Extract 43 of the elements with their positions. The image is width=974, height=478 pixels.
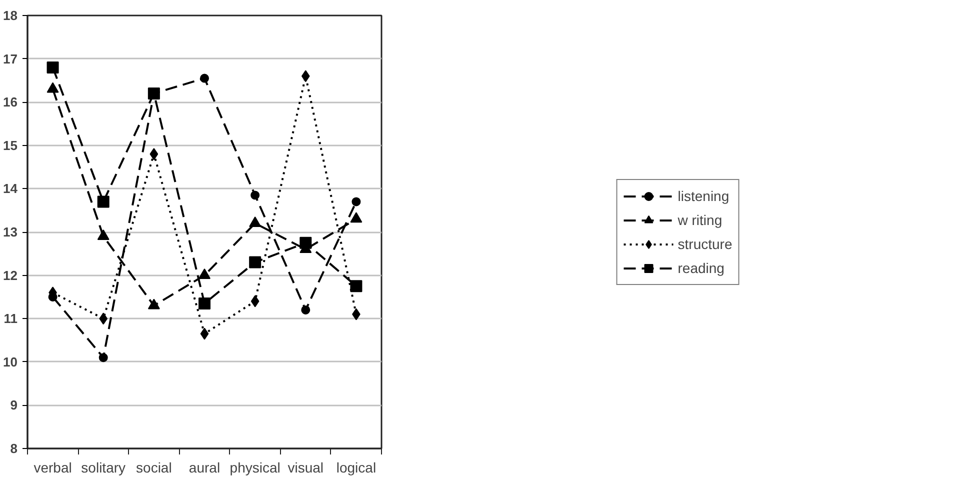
point	[352, 197, 361, 206]
point	[198, 297, 210, 310]
point	[97, 196, 110, 208]
x-tick-label: logical	[336, 460, 376, 476]
legend-label: structure	[678, 236, 732, 252]
legend-label: w riting	[678, 212, 722, 228]
y-tick-label: 18	[3, 8, 18, 23]
point	[150, 148, 158, 160]
y-tick-label: 8	[10, 441, 18, 456]
point	[350, 212, 362, 223]
y-tick-label: 13	[3, 224, 18, 240]
x-tick-label: visual	[288, 460, 324, 476]
point	[46, 82, 59, 93]
y-tick-label: 12	[3, 268, 18, 283]
point	[200, 328, 209, 340]
x-tick-label: solitary	[81, 460, 126, 476]
y-tick-label: 10	[3, 354, 18, 370]
point	[99, 312, 108, 325]
y-tick-label: 17	[3, 51, 18, 66]
point	[97, 229, 110, 240]
y-tick-label: 16	[3, 94, 18, 110]
y-tick-label: 11	[4, 311, 18, 326]
point	[249, 256, 262, 268]
point	[200, 74, 209, 83]
point	[301, 305, 310, 314]
point	[250, 190, 260, 200]
point	[300, 236, 312, 249]
y-tick-label: 15	[3, 138, 18, 153]
legend-label: reading	[678, 260, 724, 276]
point	[249, 216, 262, 228]
legend-label: listening	[678, 188, 730, 204]
point	[98, 353, 108, 362]
point	[350, 280, 362, 292]
x-tick-label: verbal	[34, 460, 72, 476]
point	[250, 295, 260, 308]
point	[301, 70, 310, 82]
y-tick-label: 14	[3, 181, 18, 196]
x-tick-label: social	[136, 460, 172, 476]
x-tick-label: aural	[188, 460, 220, 476]
point	[46, 61, 59, 74]
point	[148, 298, 160, 310]
x-tick-label: physical	[230, 460, 280, 476]
y-tick-label: 9	[10, 398, 18, 413]
